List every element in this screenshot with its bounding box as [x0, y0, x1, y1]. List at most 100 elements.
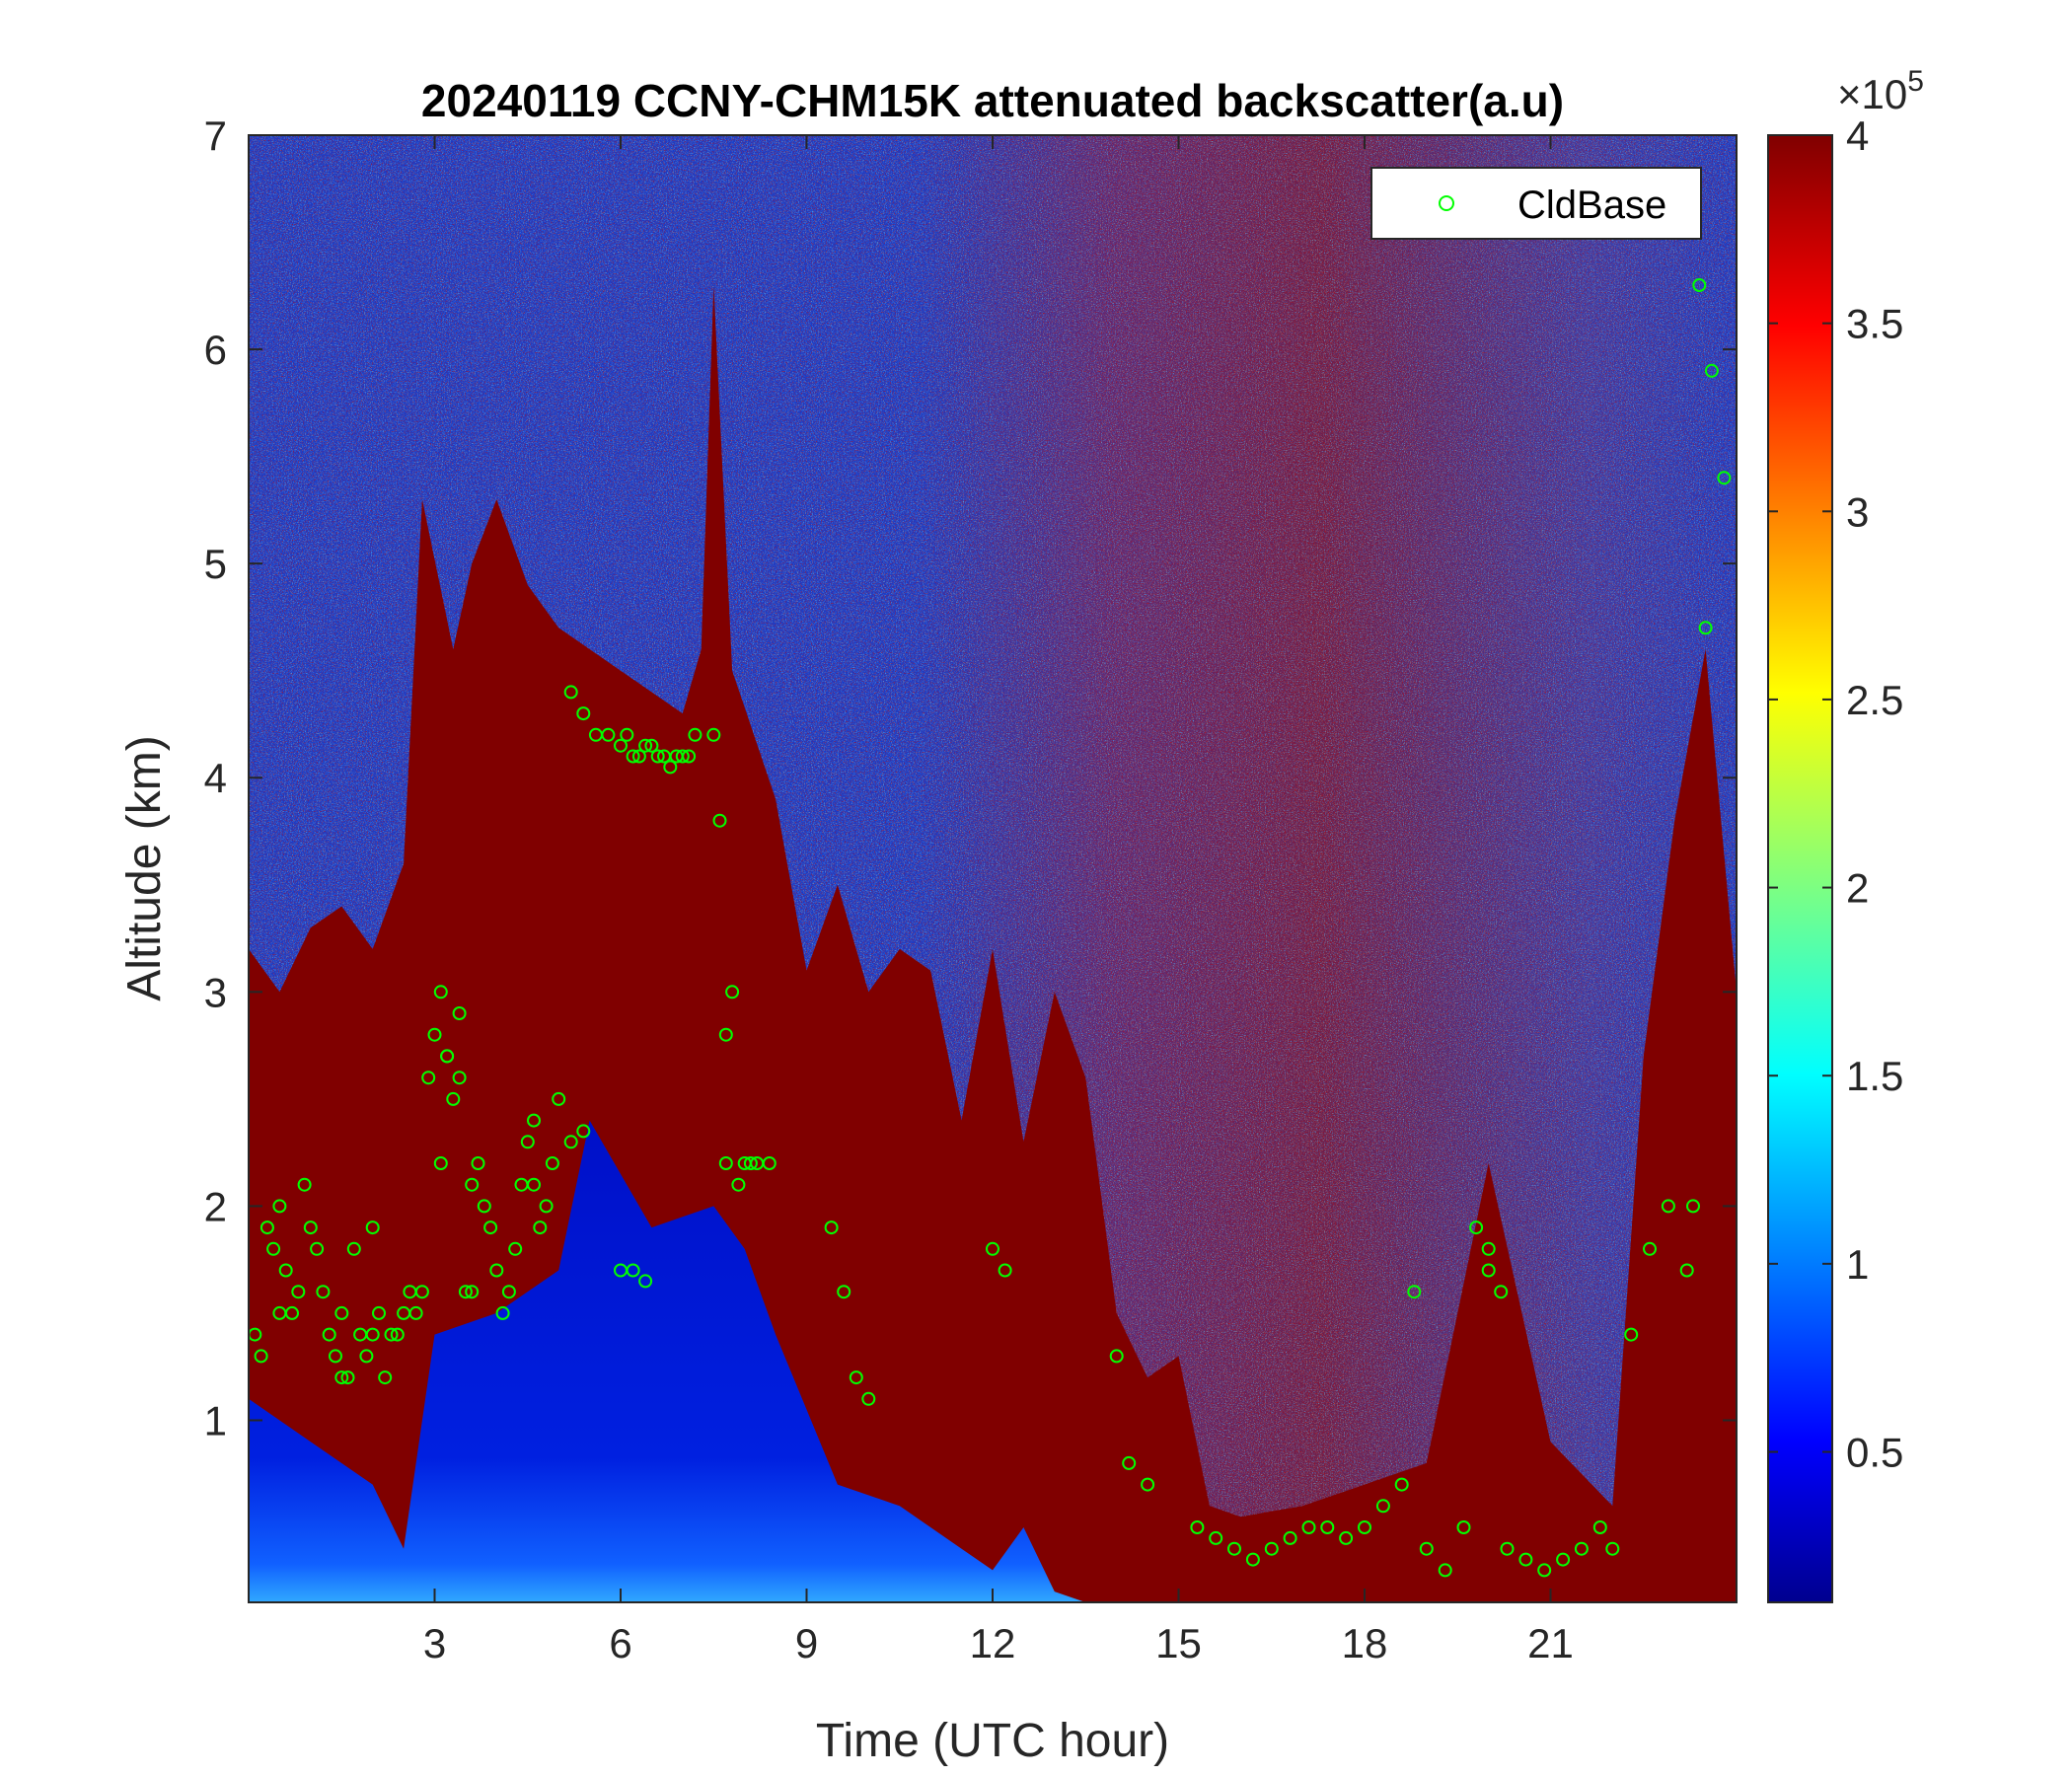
- cldbase-point: [433, 1156, 448, 1170]
- cldbase-point: [303, 1221, 318, 1235]
- cldbase-point: [340, 1370, 355, 1385]
- cldbase-point: [508, 1241, 523, 1256]
- cldbase-point: [601, 727, 616, 742]
- cldbase-point: [1605, 1541, 1620, 1556]
- cldbase-point: [1209, 1530, 1223, 1545]
- cldbase-point: [849, 1370, 863, 1385]
- cldbase-point: [638, 1274, 653, 1289]
- cldbase-point: [1692, 278, 1707, 292]
- cldbase-point: [322, 1327, 336, 1342]
- cldbase-point: [266, 1241, 281, 1256]
- cldbase-point: [644, 738, 659, 753]
- colorbar-ticks: 0.5 1 1.5 2 2.5 3 3.5 4: [1768, 112, 1903, 1475]
- cldbase-point: [682, 749, 697, 764]
- colorbar: 0.5 1 1.5 2 2.5 3 3.5 4 ×105: [1767, 65, 1924, 1603]
- cldbase-point: [1407, 1285, 1422, 1299]
- cldbase-point: [1227, 1541, 1241, 1556]
- y-tick-label: 2: [204, 1183, 227, 1229]
- cldbase-point: [408, 1305, 423, 1320]
- colorbar-tick-label: 1.5: [1846, 1053, 1903, 1099]
- legend-entry-cldbase: CldBase: [1517, 184, 1666, 227]
- cldbase-point: [1679, 1263, 1694, 1278]
- cldbase-point: [1320, 1520, 1335, 1534]
- cldbase-point: [675, 749, 690, 764]
- cldbase-point: [329, 1349, 342, 1364]
- cldbase-point: [837, 1285, 851, 1299]
- cldbase-point: [626, 1263, 640, 1278]
- cldbase-point: [334, 1305, 349, 1320]
- cldbase-point: [620, 727, 634, 742]
- cldbase-point: [563, 1135, 578, 1149]
- colorbar-tick-label: 2: [1846, 865, 1869, 912]
- cldbase-point: [452, 1071, 467, 1085]
- cldbase-point: [446, 1091, 461, 1106]
- y-tick-label: 3: [204, 969, 227, 1015]
- cldbase-point: [539, 1199, 554, 1214]
- y-tick-label: 7: [204, 112, 227, 159]
- clear-air-layer: [249, 1120, 1086, 1602]
- cldbase-point: [718, 1156, 733, 1170]
- cldbase-point: [1481, 1241, 1496, 1256]
- colorbar-multiplier-sign: ×: [1837, 71, 1862, 117]
- cldbase-point: [527, 1177, 541, 1192]
- cldbase-point: [576, 1124, 591, 1139]
- cldbase-point: [998, 1263, 1012, 1278]
- chart-title: 20240119 CCNY-CHM15K attenuated backscat…: [421, 75, 1564, 126]
- cldbase-point: [824, 1221, 839, 1235]
- cldbase-point: [1438, 1563, 1452, 1578]
- colorbar-tick-label: 1: [1846, 1241, 1869, 1288]
- cldbase-point: [725, 985, 740, 999]
- cldbase-point: [291, 1285, 306, 1299]
- x-tick-label: 15: [1155, 1620, 1202, 1666]
- cldbase-point: [414, 1285, 429, 1299]
- cldbase-point: [527, 1113, 541, 1128]
- heatmap-area: [249, 135, 1737, 1602]
- y-axis-label: Altitude (km): [118, 735, 171, 1000]
- cldbase-point: [663, 760, 678, 775]
- legend: CldBase: [1370, 167, 1702, 240]
- cldbase-point: [483, 1221, 498, 1235]
- y-axis: 1 2 3 4 5 6 7: [204, 112, 1737, 1443]
- x-tick-label: 3: [423, 1620, 446, 1666]
- cldbase-point: [489, 1263, 504, 1278]
- x-tick-label: 9: [795, 1620, 818, 1666]
- cldbase-point: [316, 1285, 331, 1299]
- colorbar-tick-label: 0.5: [1846, 1429, 1903, 1475]
- cldbase-point: [1500, 1541, 1515, 1556]
- cldbase-point: [626, 749, 640, 764]
- y-tick-label: 1: [204, 1397, 227, 1443]
- cldbase-point: [718, 1027, 733, 1042]
- cldbase-point: [365, 1221, 380, 1235]
- cldbase-point: [1518, 1552, 1533, 1567]
- cldbase-point: [1141, 1477, 1155, 1492]
- cldbase-point: [378, 1370, 393, 1385]
- cldbase-point: [563, 685, 578, 700]
- cldbase-point: [384, 1327, 399, 1342]
- cldbase-point: [471, 1156, 485, 1170]
- cldbase-point: [297, 1177, 312, 1192]
- cldbase-point: [390, 1327, 405, 1342]
- cldbase-point: [365, 1327, 380, 1342]
- x-axis: 3 6 9 12 15 18 21: [423, 135, 1574, 1666]
- cldbase-point: [458, 1285, 473, 1299]
- cldbase-point: [1704, 363, 1719, 378]
- colorbar-tick-label: 3.5: [1846, 301, 1903, 347]
- cldbase-point: [712, 813, 727, 828]
- x-tick-label: 21: [1527, 1620, 1574, 1666]
- cldbase-point: [552, 1091, 566, 1106]
- x-tick-label: 18: [1342, 1620, 1388, 1666]
- cldbase-point: [259, 1221, 274, 1235]
- cldbase-point: [688, 727, 703, 742]
- cldbase-point: [310, 1241, 325, 1256]
- colorbar-multiplier-exponent: 5: [1907, 65, 1924, 98]
- cldbase-point: [272, 1199, 287, 1214]
- colorbar-tick-label: 2.5: [1846, 677, 1903, 723]
- cldbase-point: [861, 1391, 876, 1406]
- legend-marker-icon: [1439, 195, 1454, 211]
- cldbase-point: [1469, 1221, 1484, 1235]
- cldbase-point: [1456, 1520, 1471, 1534]
- cldbase-point: [638, 738, 653, 753]
- cldbase-point: [1190, 1520, 1205, 1534]
- cldbase-point: [346, 1241, 361, 1256]
